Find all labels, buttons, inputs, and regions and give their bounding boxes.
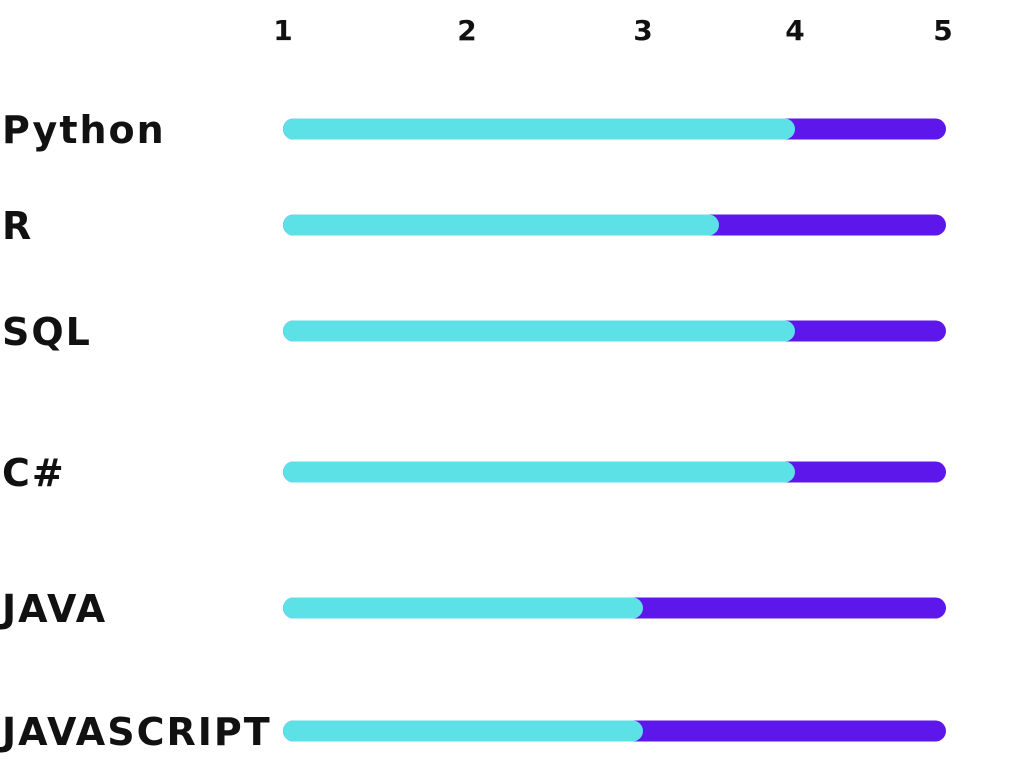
skill-rows: Python R SQL C# JAVA JAVASCRIPT xyxy=(0,108,946,754)
skill-row: Python xyxy=(2,108,946,152)
skill-row: R xyxy=(2,204,946,248)
skill-row: C# xyxy=(2,451,946,495)
x-tick-label: 2 xyxy=(457,14,476,47)
skill-label: C# xyxy=(2,451,66,495)
x-tick-label: 1 xyxy=(273,14,292,47)
skill-row: SQL xyxy=(2,310,946,354)
skill-bar-fill xyxy=(283,214,719,236)
x-tick-label: 5 xyxy=(933,14,952,47)
skill-bar-fill xyxy=(283,320,795,342)
skill-row: JAVA xyxy=(0,587,946,631)
skill-bar-fill xyxy=(283,720,643,742)
skill-bar-fill xyxy=(283,461,795,483)
skill-bar-fill xyxy=(283,597,643,619)
skill-label: Python xyxy=(2,108,166,152)
x-tick-label: 3 xyxy=(633,14,652,47)
skill-label: JAVA xyxy=(0,587,107,631)
skill-label: JAVASCRIPT xyxy=(0,710,272,754)
x-tick-label: 4 xyxy=(785,14,804,47)
skill-label: SQL xyxy=(2,310,92,354)
skill-bar-fill xyxy=(283,118,795,140)
skill-row: JAVASCRIPT xyxy=(0,710,946,754)
skill-label: R xyxy=(2,204,33,248)
x-tick-labels: 1 2 3 4 5 xyxy=(273,14,952,47)
